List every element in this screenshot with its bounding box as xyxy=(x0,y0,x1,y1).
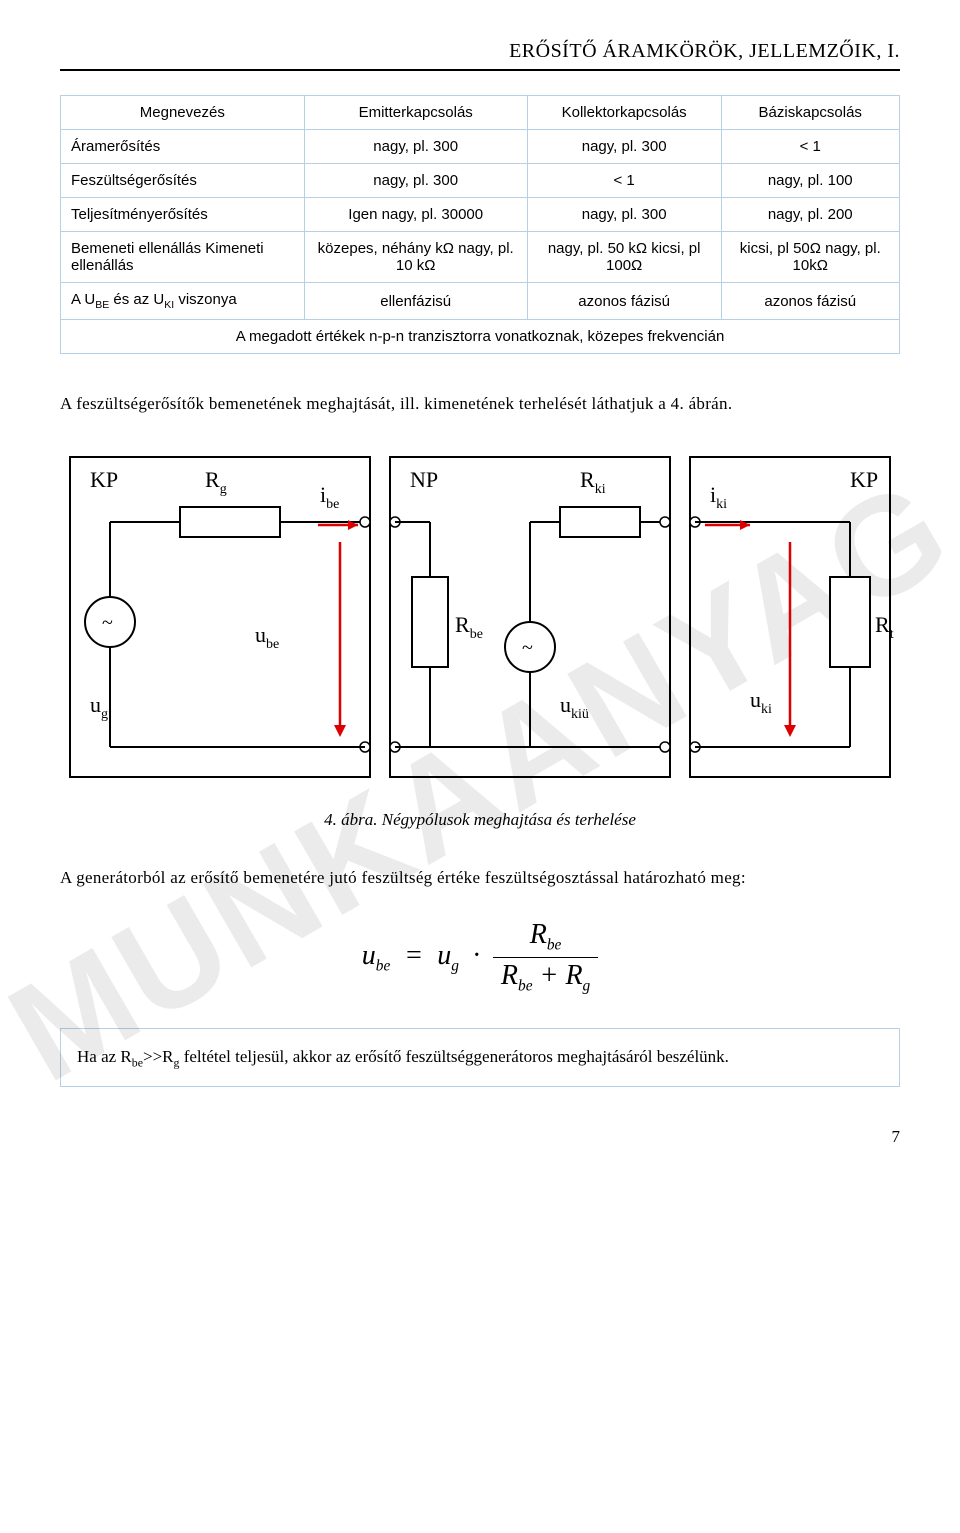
page-header-title: ERŐSÍTŐ ÁRAMKÖRÖK, JELLEMZŐIK, I. xyxy=(60,40,900,63)
col-megnevezes: Megnevezés xyxy=(61,96,305,130)
label-uki: uki xyxy=(750,687,772,717)
svg-text:~: ~ xyxy=(522,637,533,659)
page-number: 7 xyxy=(60,1127,900,1147)
label-ukiu: ukiü xyxy=(560,692,589,722)
table-header-row: Megnevezés Emitterkapcsolás Kollektorkap… xyxy=(61,96,900,130)
svg-text:~: ~ xyxy=(102,612,113,634)
label-kp-right: KP xyxy=(850,467,878,492)
label-ube: ube xyxy=(255,622,279,652)
label-ibe: ibe xyxy=(320,482,339,512)
comparison-table: Megnevezés Emitterkapcsolás Kollektorkap… xyxy=(60,95,900,354)
col-kollektor: Kollektorkapcsolás xyxy=(527,96,721,130)
col-emitter: Emitterkapcsolás xyxy=(304,96,527,130)
figure-caption: 4. ábra. Négypólusok meghajtása és terhe… xyxy=(60,810,900,830)
label-rg: Rg xyxy=(205,467,227,497)
eq-ug: ug xyxy=(437,940,459,971)
label-ug: ug xyxy=(90,692,108,722)
table-caption: A megadott értékek n-p-n tranzisztorra v… xyxy=(61,320,900,354)
circuit-svg: KP NP KP Rg ibe ~ ug ube Rbe ~ ukiü Rki xyxy=(60,447,900,787)
eq-lhs: ube xyxy=(362,940,391,971)
label-rbe: Rbe xyxy=(455,612,483,642)
header-rule xyxy=(60,69,900,71)
label-kp-left: KP xyxy=(90,467,118,492)
label-rki: Rki xyxy=(580,467,606,497)
table-row: A UBE és az UKI viszonya ellenfázisú azo… xyxy=(61,283,900,320)
equation-ube: ube = ug · Rbe Rbe + Rg xyxy=(60,921,900,994)
table-row: Teljesítményerősítés Igen nagy, pl. 3000… xyxy=(61,198,900,232)
row-ube-uki: A UBE és az UKI viszonya xyxy=(61,283,305,320)
table-row: Áramerősítés nagy, pl. 300 nagy, pl. 300… xyxy=(61,130,900,164)
table-row: Bemeneti ellenállás Kimeneti ellenállás … xyxy=(61,232,900,283)
circuit-diagram: KP NP KP Rg ibe ~ ug ube Rbe ~ ukiü Rki xyxy=(60,447,900,792)
highlight-note: Ha az Rbe>>Rg feltétel teljesül, akkor a… xyxy=(60,1028,900,1088)
paragraph-1: A feszültségerősítők bemenetének meghajt… xyxy=(60,390,900,419)
table-row: Feszültségerősítés nagy, pl. 300 < 1 nag… xyxy=(61,164,900,198)
col-bazis: Báziskapcsolás xyxy=(721,96,900,130)
label-iki: iki xyxy=(710,482,727,512)
table-caption-row: A megadott értékek n-p-n tranzisztorra v… xyxy=(61,320,900,354)
paragraph-2: A generátorból az erősítő bemenetére jut… xyxy=(60,864,900,893)
eq-fraction: Rbe Rbe + Rg xyxy=(493,921,598,994)
label-np: NP xyxy=(410,467,438,492)
